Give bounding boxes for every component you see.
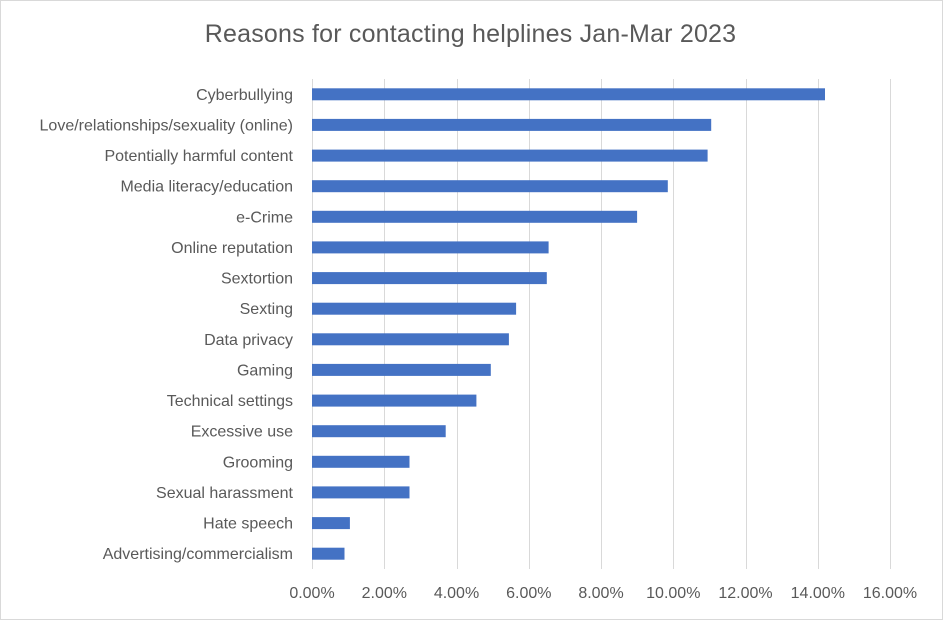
x-tick-label: 8.00% xyxy=(578,585,623,602)
category-label: Grooming xyxy=(223,454,293,471)
bar xyxy=(312,88,825,101)
bar xyxy=(312,302,517,315)
category-label: Excessive use xyxy=(191,424,293,441)
bar xyxy=(312,547,345,560)
bar xyxy=(312,363,491,376)
category-label: Cyberbullying xyxy=(196,87,293,104)
bar xyxy=(312,455,410,468)
category-label: Data privacy xyxy=(204,332,293,349)
bar xyxy=(312,394,477,407)
x-tick-label: 2.00% xyxy=(362,585,407,602)
bar xyxy=(312,333,509,346)
bar xyxy=(312,118,712,131)
x-tick-label: 4.00% xyxy=(434,585,479,602)
category-label: Sexting xyxy=(240,301,293,318)
bar xyxy=(312,210,638,223)
category-label: Advertising/commercialism xyxy=(103,546,293,563)
category-label: Love/relationships/sexuality (online) xyxy=(40,117,293,134)
category-label: Gaming xyxy=(237,362,293,379)
x-tick-label: 0.00% xyxy=(289,585,334,602)
x-tick-label: 10.00% xyxy=(646,585,700,602)
category-label: Hate speech xyxy=(203,516,293,533)
category-label: Technical settings xyxy=(167,393,293,410)
bar xyxy=(312,272,547,285)
bar xyxy=(312,486,410,499)
category-label: Potentially harmful content xyxy=(104,148,293,165)
chart-title: Reasons for contacting helplines Jan-Mar… xyxy=(204,20,737,48)
x-tick-label: 16.00% xyxy=(863,585,917,602)
category-label: Sextortion xyxy=(221,271,293,288)
bar xyxy=(312,180,668,193)
bar xyxy=(312,241,549,254)
bar xyxy=(312,517,350,530)
x-tick-label: 12.00% xyxy=(718,585,772,602)
x-tick-label: 6.00% xyxy=(506,585,551,602)
category-label: Media literacy/education xyxy=(120,179,293,196)
category-label: e-Crime xyxy=(236,209,293,226)
bar xyxy=(312,425,446,438)
x-tick-label: 14.00% xyxy=(791,585,845,602)
bar xyxy=(312,149,708,162)
category-label: Sexual harassment xyxy=(156,485,294,502)
category-label: Online reputation xyxy=(171,240,293,257)
